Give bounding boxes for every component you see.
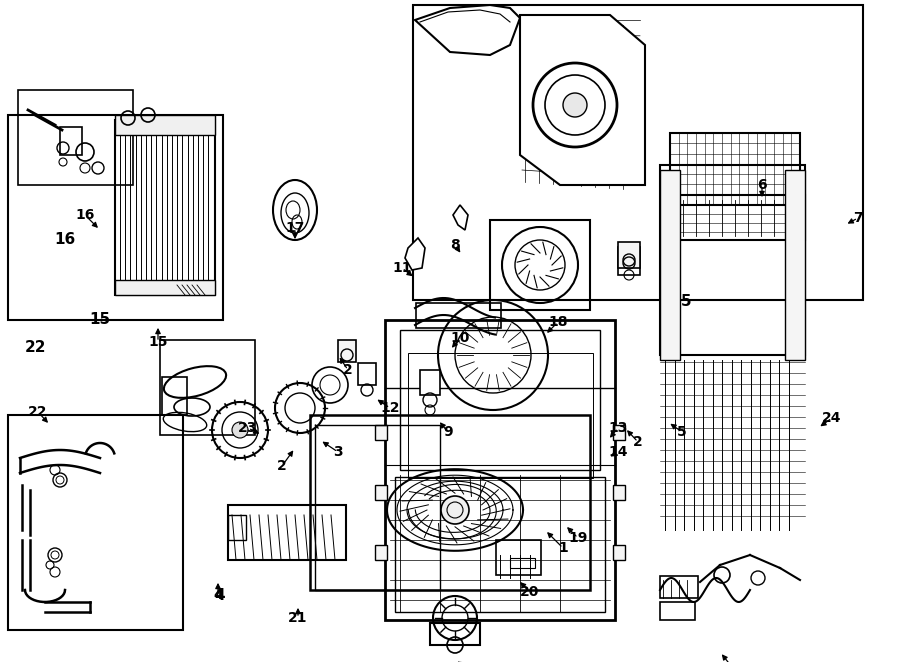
Text: 2: 2 (277, 459, 287, 473)
Bar (160, 340, 255, 435)
Text: 19: 19 (568, 531, 588, 545)
Text: 6: 6 (757, 178, 767, 192)
Text: 16: 16 (76, 208, 94, 222)
Bar (400, 330, 600, 470)
Bar (408, 353, 593, 478)
Bar (375, 545, 387, 560)
Circle shape (232, 422, 248, 438)
Polygon shape (520, 15, 645, 185)
Bar (18, 90, 133, 185)
Bar (618, 247, 640, 275)
Text: 1: 1 (558, 541, 568, 555)
Bar (228, 505, 346, 560)
Text: 20: 20 (520, 585, 540, 599)
Bar (8, 115, 223, 320)
Text: 15: 15 (89, 312, 111, 328)
Bar (416, 303, 501, 328)
Bar (660, 170, 680, 360)
Polygon shape (415, 5, 520, 55)
Bar (665, 195, 805, 240)
Text: 24: 24 (823, 411, 842, 425)
Bar (660, 576, 698, 598)
Bar (395, 477, 605, 612)
Bar (510, 558, 535, 568)
Circle shape (441, 496, 469, 524)
Bar (60, 127, 82, 155)
Text: 17: 17 (285, 221, 305, 235)
Text: 5: 5 (677, 425, 687, 439)
Text: 7: 7 (853, 211, 863, 225)
Bar (618, 242, 640, 268)
Bar (358, 363, 376, 385)
Text: 11: 11 (392, 261, 412, 275)
Ellipse shape (273, 180, 317, 240)
Text: 13: 13 (608, 421, 627, 435)
Text: 16: 16 (54, 232, 76, 248)
Text: 22: 22 (28, 405, 48, 419)
Circle shape (563, 93, 587, 117)
Text: 18: 18 (548, 315, 568, 329)
Bar (420, 370, 440, 395)
Bar (670, 133, 800, 205)
Bar (115, 120, 215, 295)
Bar (162, 377, 187, 415)
Bar (115, 280, 215, 295)
Text: 22: 22 (24, 340, 46, 355)
Bar (385, 320, 615, 620)
Bar (115, 115, 215, 135)
Ellipse shape (281, 193, 309, 233)
Text: 3: 3 (333, 445, 343, 459)
Bar (496, 540, 541, 575)
Text: 12: 12 (380, 401, 400, 415)
Text: 4: 4 (215, 587, 225, 602)
Text: 23: 23 (238, 421, 257, 435)
Polygon shape (453, 205, 468, 230)
Text: 8: 8 (450, 238, 460, 252)
Text: 2: 2 (343, 363, 353, 377)
Text: 4: 4 (213, 588, 223, 602)
Bar (785, 170, 805, 360)
Text: 14: 14 (608, 445, 628, 459)
Bar (413, 5, 863, 300)
Bar (613, 425, 625, 440)
Text: 9: 9 (443, 425, 453, 439)
Bar (338, 340, 356, 362)
Bar (228, 515, 246, 540)
Text: 10: 10 (450, 331, 470, 345)
Bar (660, 602, 695, 620)
Bar (315, 425, 440, 590)
Bar (660, 165, 805, 355)
Bar (430, 623, 480, 645)
Bar (8, 415, 183, 630)
Text: 2: 2 (633, 435, 643, 449)
Text: 15: 15 (148, 335, 167, 349)
Bar (490, 220, 590, 310)
Bar (310, 415, 590, 590)
Bar (375, 425, 387, 440)
Polygon shape (405, 238, 425, 270)
Text: 5: 5 (680, 295, 691, 310)
Bar (613, 485, 625, 500)
Text: 21: 21 (288, 611, 308, 625)
Bar (613, 545, 625, 560)
Bar (375, 485, 387, 500)
